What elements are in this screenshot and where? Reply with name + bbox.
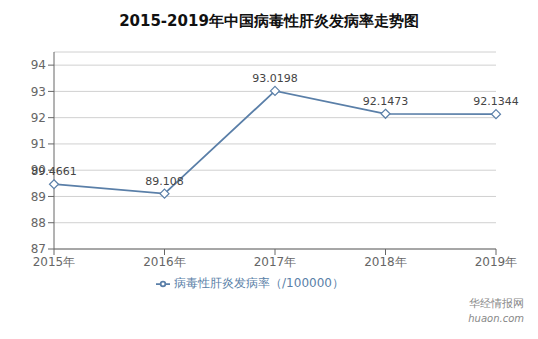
html-text:华经情报网: 华经情报网 [469,297,524,310]
svg-text:93.0198: 93.0198 [252,72,298,85]
svg-text:89.4661: 89.4661 [31,165,77,178]
svg-text:2018年: 2018年 [364,255,407,269]
svg-text:2019年: 2019年 [475,255,518,269]
svg-text:92: 92 [31,111,46,125]
svg-text:93: 93 [31,85,46,99]
svg-text:92.1344: 92.1344 [473,95,519,108]
svg-text:89: 89 [31,190,46,204]
html-text:2015-2019年中国病毒性肝炎发病率走势图: 2015-2019年中国病毒性肝炎发病率走势图 [119,12,419,30]
svg-text:87: 87 [31,242,46,256]
svg-text:2016年: 2016年 [143,255,186,269]
svg-text:89.108: 89.108 [145,175,184,188]
svg-text:2017年: 2017年 [254,255,297,269]
svg-text:94: 94 [31,58,46,72]
html-text:huaon.com: huaon.com [468,313,524,324]
svg-text:2015年: 2015年 [33,255,76,269]
svg-text:91: 91 [31,137,46,151]
svg-text:92.1473: 92.1473 [363,95,409,108]
svg-text:88: 88 [31,216,46,230]
html-text:病毒性肝炎发病率（/100000）: 病毒性肝炎发病率（/100000） [174,276,344,290]
